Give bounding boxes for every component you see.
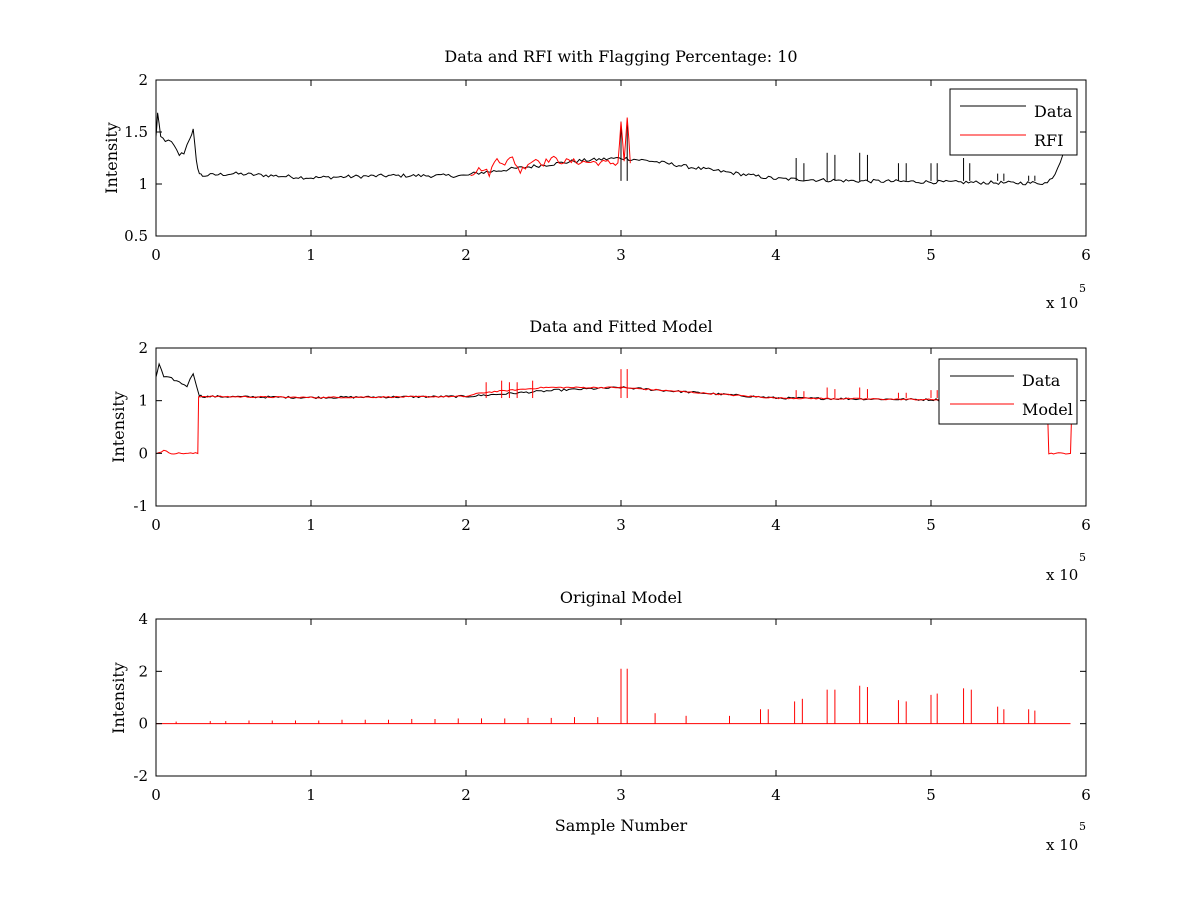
subplot-1-yticks: 0.5 1 1.5 2 [124,71,1086,245]
y-tick-label: -1 [133,497,148,515]
y-tick-label: 1 [138,392,148,410]
x-tick-label: 4 [771,786,781,804]
x-tick-label: 0 [151,516,161,534]
x-tick-label: 6 [1081,246,1091,264]
subplot-2-title: Data and Fitted Model [529,317,712,336]
y-tick-label: 0 [138,444,148,462]
subplot-1-legend: Data RFI [949,88,1078,156]
model-spikes [485,369,938,399]
y-tick-label: 2 [138,662,148,680]
x-tick-label: 6 [1081,786,1091,804]
y-tick-label: -2 [133,767,148,785]
subplot-3-xticks: 0 1 2 3 4 5 6 [151,619,1091,804]
subplot-3-title: Original Model [560,588,682,607]
subplot-1-legend-box [949,88,1078,156]
x-tick-label: 1 [306,246,316,264]
subplot-2-ylabel: Intensity [109,391,128,463]
original-model-spikes [175,668,1036,724]
y-tick-label: 1.5 [124,123,148,141]
x-tick-label: 2 [461,516,471,534]
subplot-1-plot-area [155,112,1064,186]
y-tick-label: 1 [138,175,148,193]
subplot-2-x-multiplier-exponent: 5 [1079,551,1086,564]
subplot-data-rfi: Data and RFI with Flagging Percentage: 1… [102,47,1091,312]
subplot-2-legend: Data Model [938,358,1078,425]
subplot-2-legend-label-data: Data [1022,371,1061,390]
subplot-1-legend-label-rfi: RFI [1034,131,1063,150]
series-line-rfi [470,117,631,179]
subplot-3-x-multiplier-exponent: 5 [1079,820,1086,833]
subplot-3-ylabel: Intensity [109,662,128,734]
series-line-model [155,386,1073,455]
subplot-2-legend-box [938,358,1078,425]
x-tick-label: 1 [306,786,316,804]
subplot-1-title: Data and RFI with Flagging Percentage: 1… [444,47,797,66]
y-tick-label: 0.5 [124,227,148,245]
x-tick-label: 4 [771,246,781,264]
x-tick-label: 0 [151,246,161,264]
subplot-1-ylabel: Intensity [102,122,121,194]
subplot-1-legend-label-data: Data [1034,102,1073,121]
subplot-3-yticks: -2 0 2 4 [133,610,1086,785]
y-tick-label: 0 [138,715,148,733]
subplot-3-xlabel: Sample Number [555,816,688,835]
subplot-3-x-multiplier: x 10 [1046,836,1078,854]
x-tick-label: 3 [616,786,626,804]
subplot-1-x-multiplier: x 10 [1046,294,1078,312]
subplot-2-plot-area [155,362,1073,455]
x-tick-label: 5 [926,246,936,264]
x-tick-label: 3 [616,516,626,534]
x-tick-label: 5 [926,786,936,804]
x-tick-label: 2 [461,786,471,804]
subplot-2-legend-label-model: Model [1022,400,1073,419]
x-tick-label: 1 [306,516,316,534]
x-tick-label: 4 [771,516,781,534]
x-tick-label: 3 [616,246,626,264]
subplot-1-x-multiplier-exponent: 5 [1079,282,1086,295]
x-tick-label: 2 [461,246,471,264]
x-tick-label: 6 [1081,516,1091,534]
subplot-3-plot-area [156,668,1071,725]
y-tick-label: 2 [138,71,148,89]
series-line-data [155,362,1064,402]
series-line-data [155,112,1064,186]
subplot-2-x-multiplier: x 10 [1046,566,1078,584]
subplot-2-xticks: 0 1 2 3 4 5 6 [151,348,1091,534]
subplot-1-xticks: 0 1 2 3 4 5 6 [151,80,1091,264]
data-spikes [620,121,1036,181]
x-tick-label: 0 [151,786,161,804]
subplot-2-yticks: -1 0 1 2 [133,339,1086,515]
x-tick-label: 5 [926,516,936,534]
y-tick-label: 4 [138,610,148,628]
y-tick-label: 2 [138,339,148,357]
